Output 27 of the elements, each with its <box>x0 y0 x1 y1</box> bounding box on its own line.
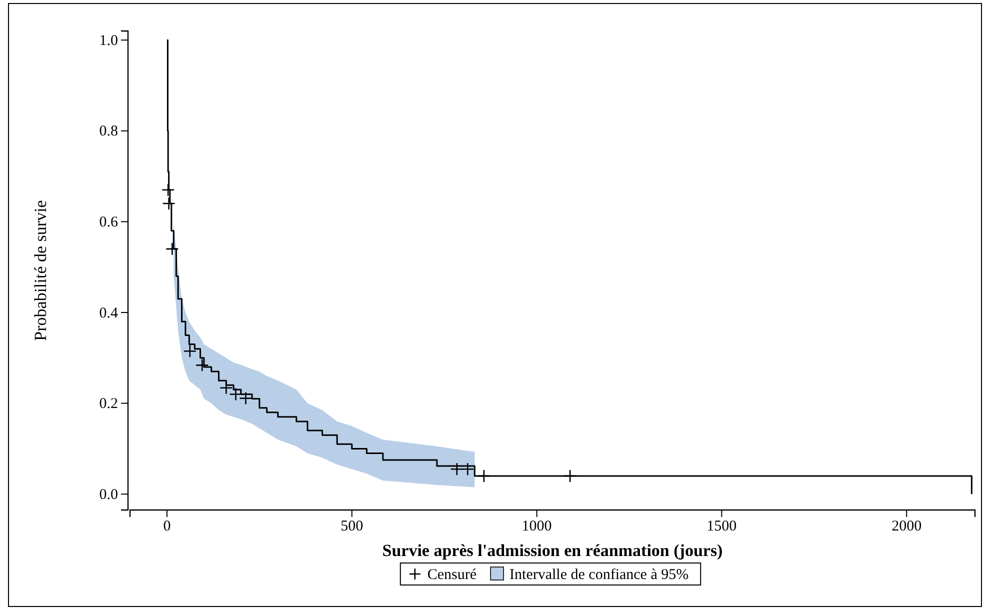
point <box>220 381 233 395</box>
y-tick-label: 0.2 <box>99 396 118 412</box>
point <box>239 392 252 405</box>
x-axis-title: Survie après l'admission en réanmation (jours) <box>382 541 723 560</box>
x-tick-label: 0 <box>163 518 171 535</box>
legend-label: Intervalle de confiance à 95% <box>510 567 689 583</box>
point <box>450 462 464 476</box>
x-tick-label: 1000 <box>522 518 552 535</box>
point <box>477 469 491 483</box>
point <box>195 358 209 372</box>
point <box>229 388 242 401</box>
point <box>161 183 175 197</box>
x-tick-label: 1500 <box>706 518 737 535</box>
point <box>166 242 179 256</box>
legend-label: Censuré <box>427 567 477 583</box>
point <box>460 462 474 476</box>
y-tick-label: 0.8 <box>99 124 118 140</box>
y-tick-label: 0.0 <box>99 486 118 503</box>
y-tick-label: 1.0 <box>99 32 118 49</box>
y-tick-label: 0.4 <box>99 305 118 322</box>
point <box>183 344 197 358</box>
x-tick-label: 2000 <box>892 518 922 535</box>
point <box>563 469 577 483</box>
point <box>162 196 176 210</box>
x-tick-label: 500 <box>340 518 364 535</box>
y-axis-title: Probabilité de survie <box>31 200 50 341</box>
y-tick-label: 0.6 <box>99 214 118 230</box>
